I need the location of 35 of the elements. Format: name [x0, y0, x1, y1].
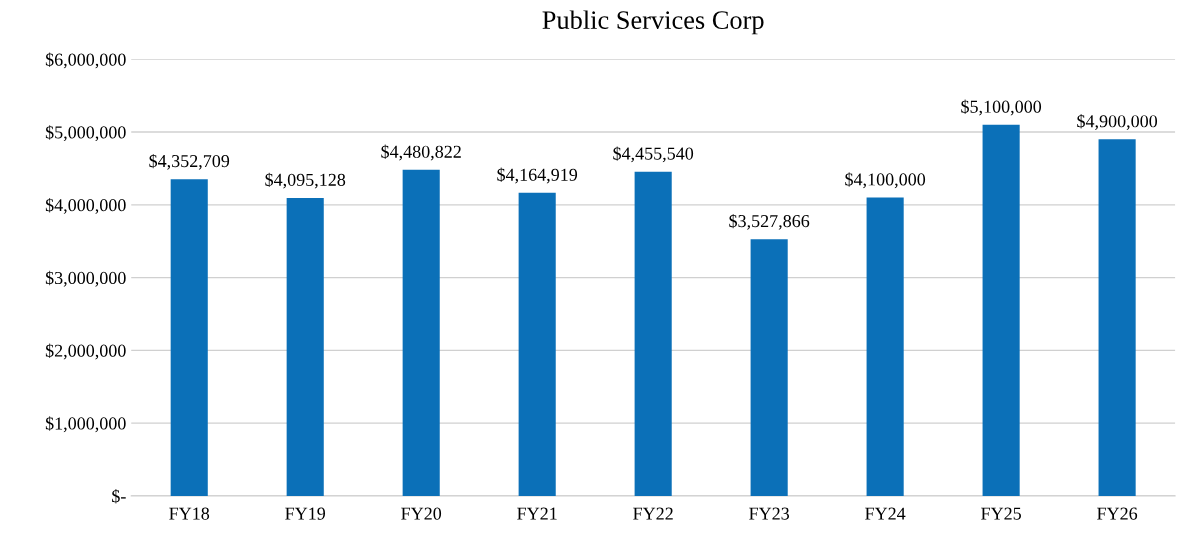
y-tick-label: $2,000,000 [45, 343, 126, 360]
bar [750, 239, 788, 496]
bar [170, 179, 208, 496]
data-label: $4,900,000 [1077, 114, 1158, 130]
y-tick-label: $3,000,000 [45, 270, 126, 287]
x-tick-label: FY18 [169, 507, 210, 520]
y-tick-label: $5,000,000 [45, 125, 126, 142]
data-label: $5,100,000 [961, 99, 1042, 116]
x-tick-label: FY26 [1097, 507, 1138, 520]
data-label: $4,352,709 [149, 153, 230, 170]
data-label: $4,455,540 [613, 146, 694, 163]
chart-title: Public Services Corp [542, 10, 764, 35]
x-tick-label: FY19 [285, 507, 326, 520]
bar [866, 197, 904, 496]
bar [286, 197, 324, 496]
x-tick-label: FY25 [981, 507, 1021, 520]
bar [1098, 139, 1136, 496]
bar [634, 171, 672, 496]
y-tick-label: $1,000,000 [45, 416, 126, 433]
y-tick-label: $- [112, 489, 126, 504]
data-label: $3,527,866 [729, 213, 810, 230]
data-label: $4,164,919 [497, 167, 578, 184]
data-label: $4,480,822 [381, 144, 461, 161]
bar [518, 192, 556, 496]
data-label: $4,100,000 [845, 172, 926, 189]
bar [402, 169, 440, 496]
x-tick-label: FY24 [865, 507, 906, 520]
data-label: $4,095,128 [265, 172, 346, 189]
y-tick-label: $4,000,000 [45, 198, 126, 214]
x-tick-label: FY21 [517, 507, 557, 520]
y-tick-label: $6,000,000 [45, 52, 126, 69]
bar [982, 124, 1020, 496]
x-tick-label: FY22 [633, 507, 673, 520]
x-tick-label: FY23 [749, 507, 790, 520]
x-tick-label: FY20 [401, 507, 442, 520]
